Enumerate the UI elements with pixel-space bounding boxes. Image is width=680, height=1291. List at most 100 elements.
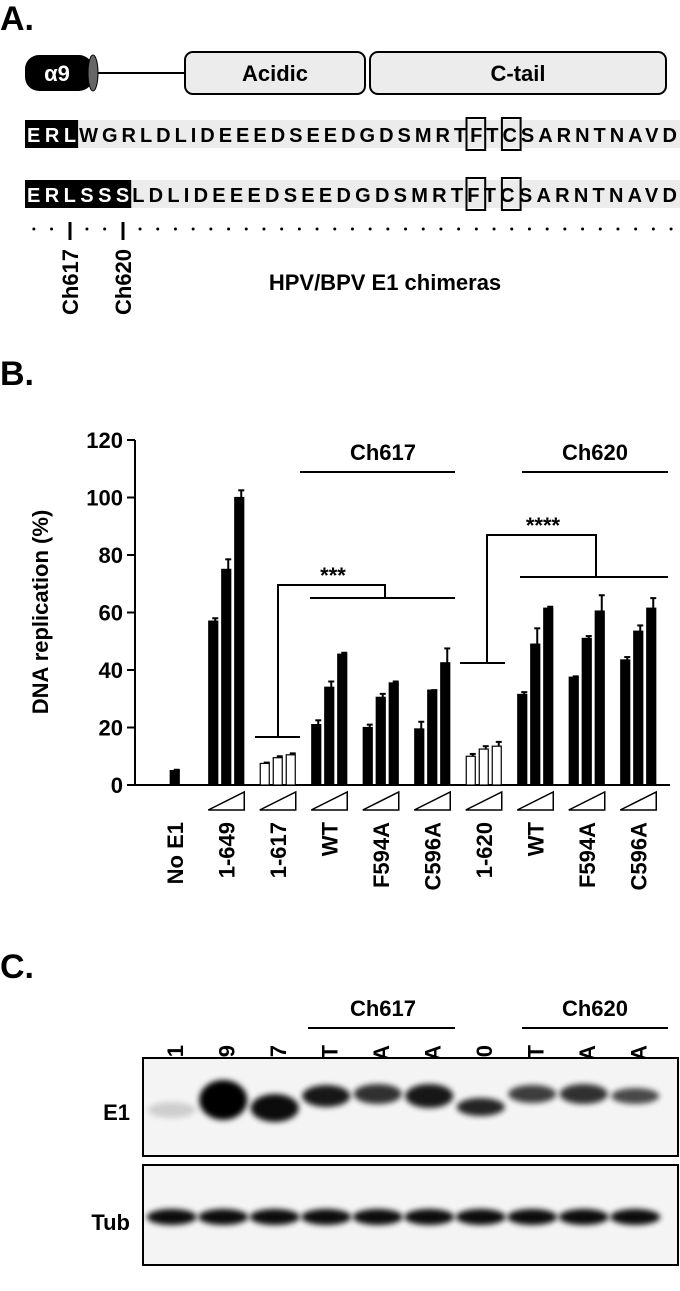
dot [138, 227, 142, 231]
residue-box [500, 117, 522, 151]
seq-text: LDLIDEEEDSEEDGDSMRTFTCSARNTNAVD [132, 185, 677, 207]
bar [530, 643, 541, 786]
group-label: Ch620 [562, 996, 628, 1021]
x-tick-label: F594A [575, 822, 600, 888]
band [249, 1209, 300, 1225]
dot [209, 227, 213, 231]
dose-wedge [259, 790, 297, 811]
bar [517, 693, 528, 786]
dot [191, 227, 195, 231]
bar [568, 676, 579, 786]
group-label: Ch617 [350, 440, 416, 465]
bar [324, 686, 335, 786]
dot [103, 227, 107, 231]
dot [669, 227, 673, 231]
dose-wedge [516, 790, 554, 811]
band [559, 1084, 608, 1104]
band [610, 1209, 661, 1225]
y-tick-label: 60 [99, 601, 123, 626]
dot [581, 227, 585, 231]
domain-label: Acidic [242, 61, 308, 86]
bar [285, 754, 296, 786]
dot [32, 227, 36, 231]
dose-wedge [310, 790, 348, 811]
band [455, 1209, 506, 1225]
panel-label: A. [0, 0, 34, 38]
y-tick-label: 40 [99, 658, 123, 683]
bracket [255, 584, 455, 738]
dot [616, 227, 620, 231]
band [507, 1209, 558, 1225]
seq-background [25, 120, 680, 148]
band [558, 1209, 609, 1225]
seq-highlight [25, 180, 132, 208]
y-axis-label: DNA replication (%) [28, 510, 53, 715]
significance: *** [320, 563, 346, 588]
bar [633, 630, 644, 786]
bar [221, 568, 232, 786]
bracket [460, 534, 668, 664]
dot [173, 227, 177, 231]
dot [280, 227, 284, 231]
dot [439, 227, 443, 231]
domain-box [184, 51, 366, 95]
dot [651, 227, 655, 231]
dot [527, 227, 531, 231]
dot [85, 227, 89, 231]
group-label: Ch620 [562, 440, 628, 465]
dose-wedge [568, 790, 606, 811]
dot [50, 227, 54, 231]
dot [156, 227, 160, 231]
bar [465, 755, 476, 786]
dot [404, 227, 408, 231]
dose-wedge [207, 790, 245, 811]
dot [333, 227, 337, 231]
junction-label: Ch620 [111, 249, 136, 315]
bar [646, 607, 657, 786]
bar [594, 610, 605, 786]
helix-label: α9 [44, 61, 70, 86]
bar [375, 696, 386, 786]
bar [259, 762, 270, 786]
panel-label: B. [0, 355, 34, 393]
bar [620, 659, 631, 786]
bar [169, 770, 180, 786]
dot [244, 227, 248, 231]
bar [272, 757, 283, 786]
dot [262, 227, 266, 231]
caption: HPV/BPV E1 chimeras [269, 270, 501, 295]
seq-background [25, 180, 680, 208]
bar [427, 689, 438, 786]
bar [491, 745, 502, 786]
dose-wedge [465, 790, 503, 811]
junction-label: Ch617 [58, 249, 83, 315]
x-tick-label: 1-617 [266, 822, 291, 878]
band [250, 1094, 299, 1122]
dose-wedge [619, 790, 657, 811]
seq-highlight [25, 120, 79, 148]
dot [421, 227, 425, 231]
dot [598, 227, 602, 231]
x-tick-label: WT [317, 821, 342, 856]
bar [543, 607, 554, 786]
bar [362, 726, 373, 786]
x-tick-label: C596A [420, 822, 445, 891]
dot [457, 227, 461, 231]
dot [634, 227, 638, 231]
dot [386, 227, 390, 231]
band [147, 1102, 196, 1118]
x-tick-label: No E1 [163, 822, 188, 884]
dot [545, 227, 549, 231]
bar [478, 748, 489, 786]
dose-wedge [362, 790, 400, 811]
residue-box [465, 177, 487, 211]
bar [388, 682, 399, 786]
band [611, 1088, 660, 1104]
dot [563, 227, 567, 231]
bar [337, 653, 348, 786]
dot [368, 227, 372, 231]
dot [227, 227, 231, 231]
x-tick-label: C596A [626, 822, 651, 891]
dot [297, 227, 301, 231]
band [302, 1085, 351, 1107]
